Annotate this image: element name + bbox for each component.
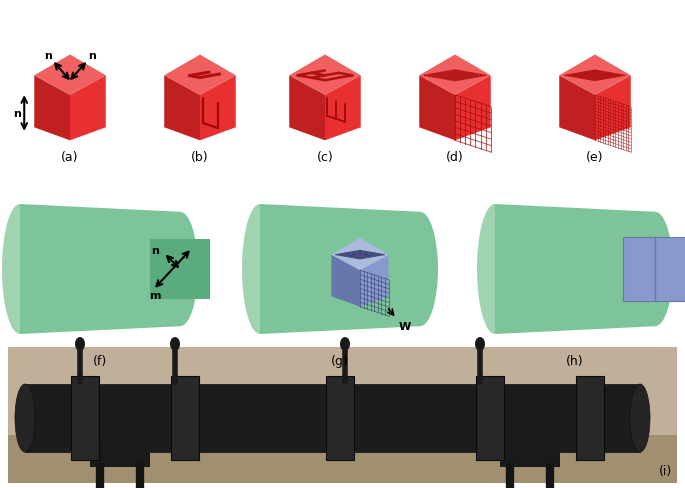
Polygon shape: [325, 76, 361, 141]
Text: (g): (g): [331, 354, 349, 367]
Ellipse shape: [170, 337, 180, 351]
Polygon shape: [289, 55, 361, 96]
Polygon shape: [34, 55, 105, 96]
Polygon shape: [419, 55, 490, 96]
Text: n: n: [88, 51, 96, 61]
Text: (a): (a): [61, 151, 79, 163]
Ellipse shape: [2, 204, 38, 334]
Text: n: n: [151, 246, 160, 256]
FancyBboxPatch shape: [576, 376, 604, 460]
Polygon shape: [260, 204, 420, 334]
Text: W: W: [399, 321, 411, 331]
Text: (c): (c): [316, 151, 334, 163]
Polygon shape: [70, 76, 105, 141]
Polygon shape: [332, 239, 388, 271]
Polygon shape: [332, 255, 360, 307]
Text: (d): (d): [446, 151, 464, 163]
Polygon shape: [34, 76, 70, 141]
FancyBboxPatch shape: [71, 376, 99, 460]
Polygon shape: [559, 55, 631, 96]
Ellipse shape: [162, 212, 198, 326]
Ellipse shape: [75, 337, 85, 351]
Ellipse shape: [242, 204, 278, 334]
Polygon shape: [419, 76, 455, 141]
FancyBboxPatch shape: [623, 238, 685, 302]
Polygon shape: [495, 204, 655, 334]
FancyBboxPatch shape: [25, 384, 640, 452]
Ellipse shape: [475, 337, 485, 351]
FancyBboxPatch shape: [90, 442, 150, 467]
Text: (e): (e): [586, 151, 603, 163]
Polygon shape: [559, 76, 595, 141]
Text: (h): (h): [566, 354, 584, 367]
Ellipse shape: [637, 212, 673, 326]
Polygon shape: [360, 255, 388, 307]
FancyBboxPatch shape: [171, 376, 199, 460]
Polygon shape: [164, 76, 200, 141]
Polygon shape: [455, 76, 490, 141]
Polygon shape: [164, 55, 236, 96]
Polygon shape: [595, 76, 631, 141]
FancyBboxPatch shape: [8, 347, 677, 483]
Text: (i): (i): [659, 464, 672, 477]
FancyBboxPatch shape: [8, 435, 677, 483]
Text: (f): (f): [93, 354, 107, 367]
Ellipse shape: [477, 204, 513, 334]
FancyBboxPatch shape: [326, 376, 354, 460]
FancyBboxPatch shape: [150, 240, 210, 299]
Polygon shape: [20, 204, 180, 334]
FancyBboxPatch shape: [476, 376, 504, 460]
Text: m: m: [149, 290, 161, 301]
Ellipse shape: [15, 384, 35, 452]
Text: n: n: [13, 109, 21, 119]
Polygon shape: [289, 76, 325, 141]
Text: n: n: [44, 51, 52, 61]
Polygon shape: [200, 76, 236, 141]
Text: (b): (b): [191, 151, 209, 163]
Ellipse shape: [402, 212, 438, 326]
Ellipse shape: [630, 384, 650, 452]
Ellipse shape: [340, 337, 350, 351]
FancyBboxPatch shape: [500, 442, 560, 467]
